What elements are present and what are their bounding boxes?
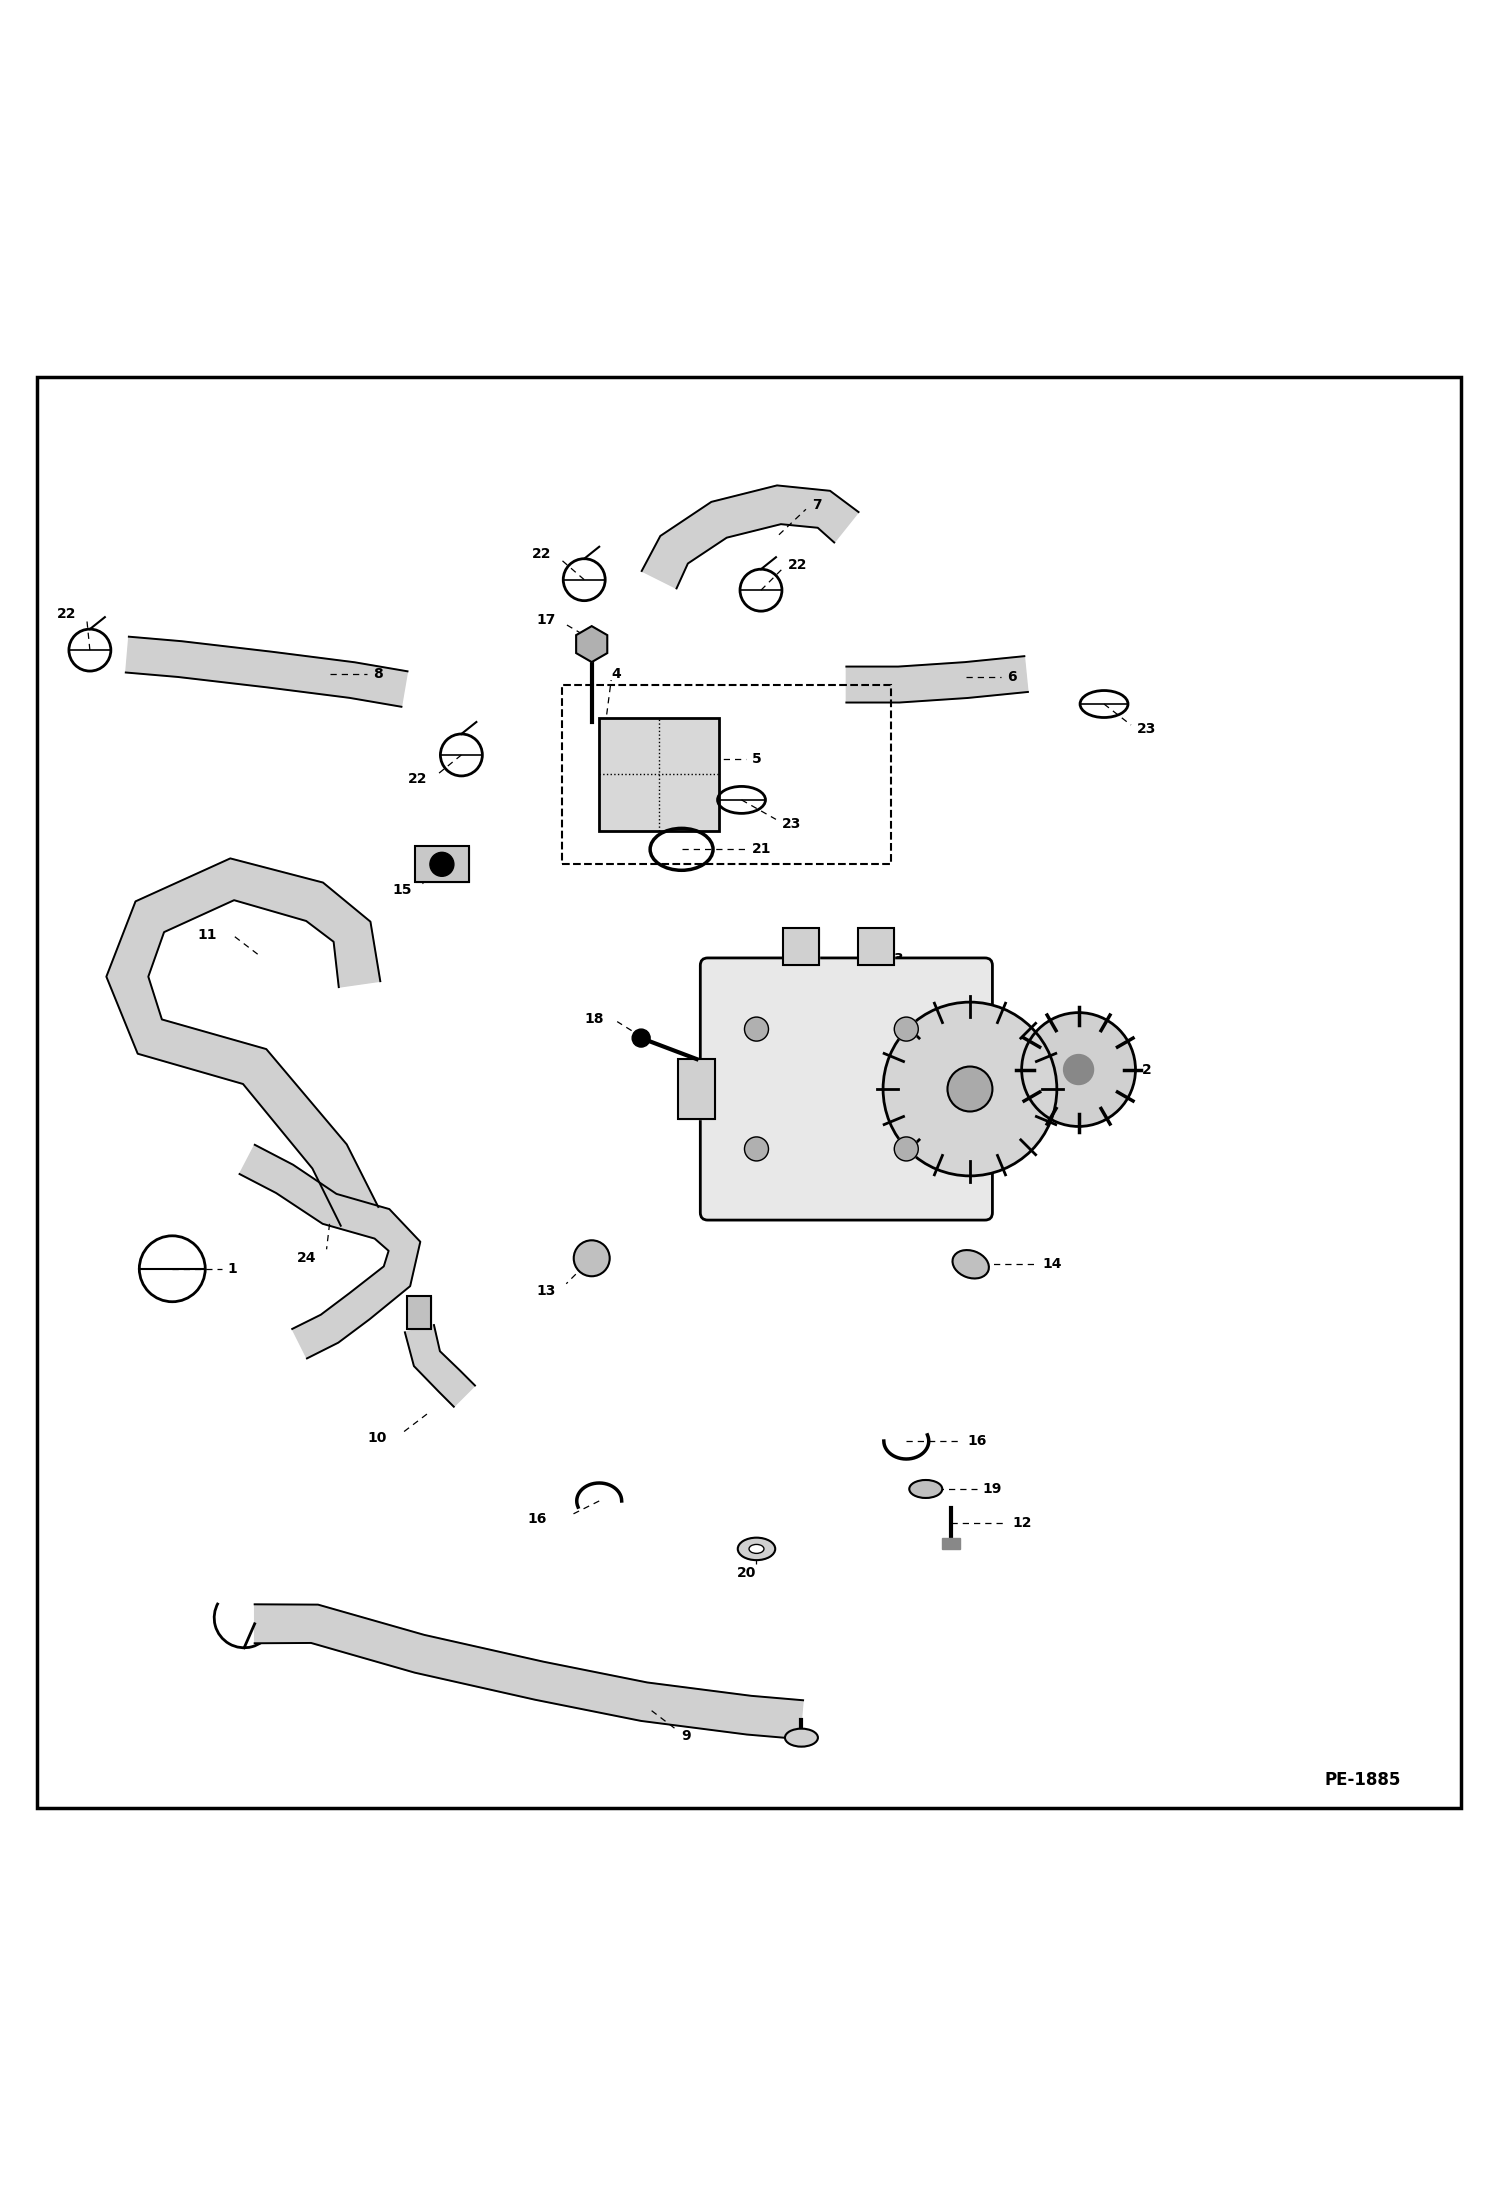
Text: 12: 12 xyxy=(1013,1515,1032,1531)
Bar xyxy=(858,928,894,965)
FancyBboxPatch shape xyxy=(700,958,992,1219)
Polygon shape xyxy=(106,857,380,1226)
Text: 19: 19 xyxy=(983,1482,1002,1496)
Text: 22: 22 xyxy=(407,772,427,785)
Circle shape xyxy=(632,1029,650,1046)
Bar xyxy=(677,1059,715,1118)
Circle shape xyxy=(745,1136,768,1160)
Bar xyxy=(407,1296,431,1329)
Ellipse shape xyxy=(785,1728,818,1746)
Bar xyxy=(858,928,894,965)
Text: 16: 16 xyxy=(527,1511,547,1526)
Ellipse shape xyxy=(737,1537,776,1559)
Ellipse shape xyxy=(909,1480,942,1498)
Bar xyxy=(942,1539,960,1548)
Text: 4: 4 xyxy=(611,667,622,682)
Text: 22: 22 xyxy=(532,548,551,561)
Text: 23: 23 xyxy=(782,816,801,831)
Text: 23: 23 xyxy=(1137,721,1156,737)
Bar xyxy=(677,1059,715,1118)
Bar xyxy=(407,1296,431,1329)
Ellipse shape xyxy=(749,1544,764,1553)
Text: 6: 6 xyxy=(1007,671,1016,684)
Ellipse shape xyxy=(953,1250,989,1279)
Text: 20: 20 xyxy=(737,1566,756,1579)
Text: 10: 10 xyxy=(367,1432,386,1445)
Circle shape xyxy=(1064,1055,1094,1086)
Text: 15: 15 xyxy=(392,884,412,897)
Text: 11: 11 xyxy=(198,928,217,941)
Circle shape xyxy=(894,1136,918,1160)
Circle shape xyxy=(1022,1013,1135,1127)
Text: 1: 1 xyxy=(228,1261,238,1276)
Text: 13: 13 xyxy=(536,1285,556,1298)
Text: 22: 22 xyxy=(788,557,807,572)
Bar xyxy=(415,846,469,882)
Polygon shape xyxy=(641,485,858,588)
Text: 5: 5 xyxy=(752,752,762,765)
Text: 22: 22 xyxy=(57,607,76,621)
Text: 14: 14 xyxy=(1043,1257,1062,1272)
Text: 18: 18 xyxy=(584,1011,604,1026)
Text: PE-1885: PE-1885 xyxy=(1324,1770,1401,1789)
Text: 3: 3 xyxy=(893,952,902,965)
Bar xyxy=(415,846,469,882)
Bar xyxy=(783,928,819,965)
Text: 8: 8 xyxy=(373,667,383,682)
Text: 16: 16 xyxy=(968,1434,987,1447)
Polygon shape xyxy=(255,1605,803,1739)
Text: 21: 21 xyxy=(752,842,771,855)
Text: 2: 2 xyxy=(1141,1064,1152,1077)
Circle shape xyxy=(947,1066,992,1112)
Circle shape xyxy=(430,853,454,877)
Polygon shape xyxy=(404,1325,475,1406)
Text: 9: 9 xyxy=(682,1728,691,1743)
Polygon shape xyxy=(240,1145,421,1357)
Text: 17: 17 xyxy=(536,614,556,627)
Circle shape xyxy=(574,1241,610,1276)
Circle shape xyxy=(894,1018,918,1042)
Circle shape xyxy=(745,1018,768,1042)
Text: 7: 7 xyxy=(812,498,821,511)
Bar xyxy=(562,684,891,864)
Bar xyxy=(783,928,819,965)
Polygon shape xyxy=(846,656,1028,702)
Polygon shape xyxy=(126,636,407,706)
Text: 24: 24 xyxy=(297,1252,316,1265)
Circle shape xyxy=(882,1002,1056,1175)
FancyBboxPatch shape xyxy=(599,719,719,831)
